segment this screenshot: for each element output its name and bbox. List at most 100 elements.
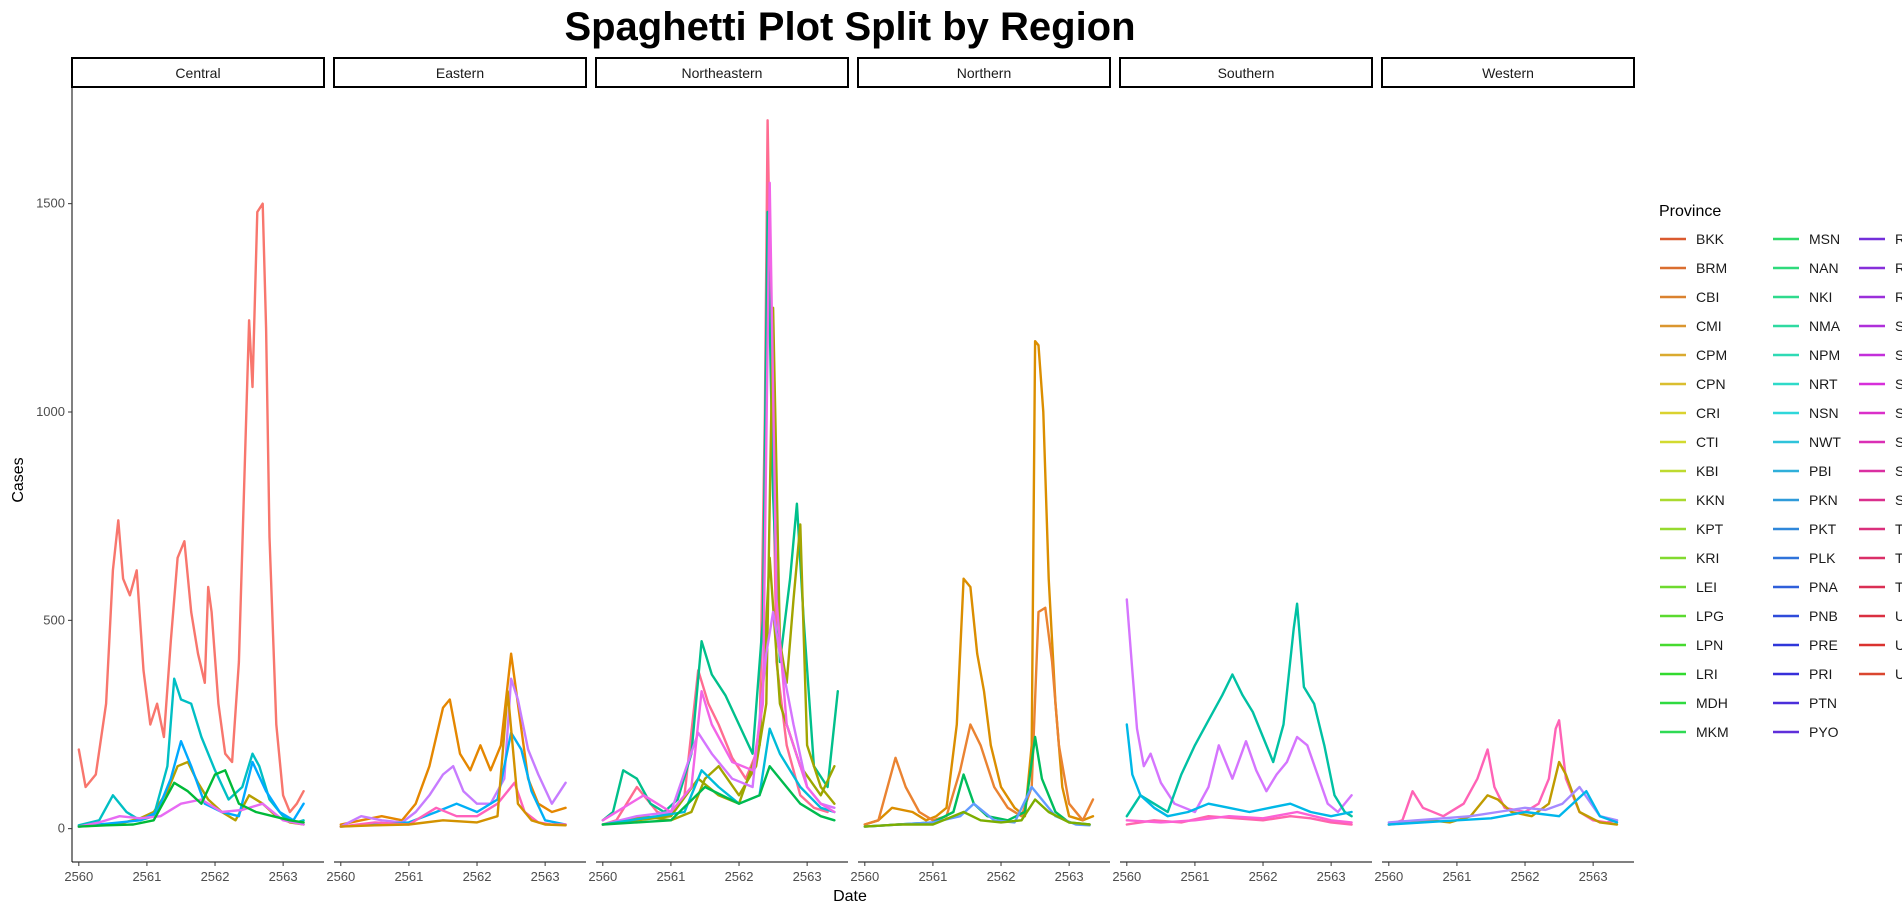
legend-item-pre: PRE: [1773, 637, 1838, 653]
y-tick-label: 1500: [36, 196, 65, 211]
panel-northern: Northern 2560 2561 2562 2563: [850, 57, 1111, 884]
legend-item-plk: PLK: [1773, 550, 1836, 566]
legend-label: NPM: [1809, 347, 1840, 363]
x-tick-label: 2562: [1249, 869, 1278, 884]
legend-label: SRN: [1895, 463, 1902, 479]
legend-item-msn: MSN: [1773, 231, 1840, 247]
x-tick-label: 2561: [1180, 869, 1209, 884]
panel-southern: Southern 2560 2561 2562 2563: [1112, 57, 1373, 884]
x-tick-label: 2561: [656, 869, 685, 884]
series-line-cti: [339, 690, 567, 828]
series-line-cbi: [339, 652, 567, 826]
legend-label: CTI: [1696, 434, 1719, 450]
series-line-rng: [1387, 785, 1619, 824]
legend-label: UDN: [1895, 637, 1902, 653]
x-tick-label: 2560: [64, 869, 93, 884]
x-tick-label: 2563: [1579, 869, 1608, 884]
legend-title: Province: [1659, 203, 1721, 220]
x-tick-label: 2563: [531, 869, 560, 884]
facet-strip-label: Southern: [1218, 65, 1275, 81]
legend-label: UBN: [1895, 608, 1902, 624]
x-tick-label: 2561: [394, 869, 423, 884]
legend-label: PRE: [1809, 637, 1838, 653]
legend-item-bkk: BKK: [1660, 231, 1725, 247]
legend-item-npm: NPM: [1773, 347, 1840, 363]
x-tick-label: 2561: [1442, 869, 1471, 884]
facet-panels: Central 2560 2561 2562 2563 Eastern 2560 2561 25…: [64, 57, 1635, 884]
legend-item-mkm: MKM: [1660, 724, 1729, 740]
legend-label: KKN: [1696, 492, 1725, 508]
facet-strip-label: Eastern: [436, 65, 484, 81]
legend-label: PBI: [1809, 463, 1832, 479]
legend-label: NMA: [1809, 318, 1841, 334]
legend-item-pna: PNA: [1773, 579, 1838, 595]
x-tick-label: 2560: [1112, 869, 1141, 884]
legend-label: PNB: [1809, 608, 1838, 624]
series-line-ptn: [77, 740, 305, 828]
series-line-ubn: [601, 119, 829, 826]
legend-label: NKI: [1809, 289, 1832, 305]
legend-label: NWT: [1809, 434, 1841, 450]
legend-label: LEI: [1696, 579, 1717, 595]
legend-item-kri: KRI: [1660, 550, 1719, 566]
facet-strip-label: Central: [175, 65, 220, 81]
legend-label: BKK: [1696, 231, 1725, 247]
facet-strip-label: Western: [1482, 65, 1534, 81]
legend-label: LPG: [1696, 608, 1724, 624]
series-line-cri: [863, 340, 1095, 826]
series-line-npm: [77, 677, 305, 827]
legend-item-ryg: RYG: [1859, 289, 1902, 305]
x-tick-label: 2562: [725, 869, 754, 884]
legend-item-spb: SPB: [1859, 434, 1902, 450]
legend-item-kkn: KKN: [1660, 492, 1725, 508]
legend-item-udn: UDN: [1859, 637, 1902, 653]
x-tick-label: 2562: [1511, 869, 1540, 884]
legend-label: SNK: [1895, 405, 1902, 421]
legend-item-cri: CRI: [1660, 405, 1720, 421]
legend-label: RYG: [1895, 289, 1902, 305]
x-tick-label: 2560: [588, 869, 617, 884]
legend-item-cbi: CBI: [1660, 289, 1719, 305]
legend-item-sni: SNI: [1859, 376, 1902, 392]
legend-item-trt: TRT: [1859, 579, 1902, 595]
panel-eastern: Eastern 2560 2561 2562 2563: [326, 57, 587, 884]
legend-item-nsn: NSN: [1773, 405, 1839, 421]
series-line-skw: [77, 798, 305, 828]
legend-item-ska: SKA: [1859, 318, 1902, 334]
y-axis-title: Cases: [10, 457, 27, 502]
x-tick-label: 2563: [793, 869, 822, 884]
legend-item-snk: SNK: [1859, 405, 1902, 421]
series-line-lpg: [863, 798, 1091, 828]
legend-label: NRT: [1809, 376, 1838, 392]
legend-label: NAN: [1809, 260, 1839, 276]
series-line-stn: [1125, 810, 1353, 824]
legend-item-pnb: PNB: [1773, 608, 1838, 624]
x-tick-label: 2563: [269, 869, 298, 884]
x-tick-label: 2563: [1317, 869, 1346, 884]
legend-label: CRI: [1696, 405, 1720, 421]
legend-item-pyo: PYO: [1773, 724, 1839, 740]
series-line-snk: [601, 181, 836, 822]
legend-label: CPM: [1696, 347, 1727, 363]
legend-item-lei: LEI: [1660, 579, 1717, 595]
facet-strip: [595, 57, 849, 88]
facet-strip: [1381, 57, 1635, 88]
legend-item-nki: NKI: [1773, 289, 1832, 305]
legend: Province BKK BRM CBI CMI CPM CPN CRI CTI KBI KKN K…: [1659, 203, 1902, 740]
series-line-tak: [1387, 719, 1619, 826]
series-line-lri: [77, 769, 305, 828]
series-line-pkt: [1125, 723, 1353, 818]
chart-title: Spaghetti Plot Split by Region: [564, 5, 1135, 49]
legend-item-ubn: UBN: [1859, 608, 1902, 624]
legend-label: CPN: [1696, 376, 1726, 392]
y-axis: 0 500 1000 1500: [36, 87, 73, 862]
panel-northeastern: Northeastern 2560 2561 2562 2563: [588, 57, 849, 884]
series-line-pna: [1387, 790, 1619, 826]
legend-item-pkt: PKT: [1773, 521, 1837, 537]
legend-item-lpg: LPG: [1660, 608, 1724, 624]
legend-label: UTD: [1895, 666, 1902, 682]
legend-item-kpt: KPT: [1660, 521, 1724, 537]
legend-label: MSN: [1809, 231, 1840, 247]
facet-strip: [333, 57, 587, 88]
legend-item-tak: TAK: [1859, 521, 1902, 537]
